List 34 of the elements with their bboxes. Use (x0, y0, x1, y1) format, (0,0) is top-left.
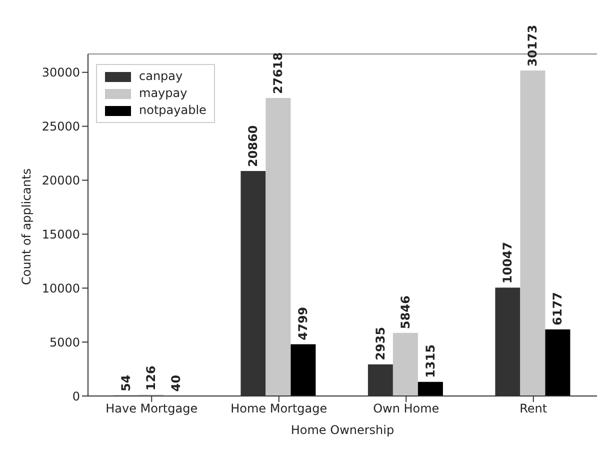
data-label: 27618 (271, 52, 286, 94)
y-tick-label: 20000 (42, 173, 80, 188)
data-label: 126 (144, 366, 158, 391)
data-label: 6177 (550, 292, 565, 326)
data-label: 40 (168, 374, 183, 392)
bar (545, 329, 570, 396)
x-tick-label: Own Home (373, 402, 440, 416)
bar (266, 98, 291, 396)
legend-label: maypay (139, 85, 188, 102)
data-label: 30173 (526, 24, 540, 66)
data-label: 2935 (373, 326, 388, 360)
bar (290, 344, 316, 396)
bar (418, 382, 443, 396)
data-label: 54 (118, 374, 133, 392)
data-label: 5846 (398, 296, 412, 329)
x-tick-label: Rent (520, 402, 548, 416)
y-tick-label: 0 (72, 389, 80, 404)
legend-label: notpayable (139, 102, 206, 119)
y-tick-label: 15000 (42, 227, 80, 242)
x-tick-label: Home Mortgage (230, 402, 328, 416)
data-label: 10047 (500, 242, 515, 284)
data-label: 1315 (423, 344, 438, 378)
legend-label: canpay (139, 68, 183, 85)
y-tick-label: 10000 (42, 281, 80, 296)
bar (392, 332, 418, 396)
y-axis-title: Count of applicants (19, 168, 34, 285)
x-tick-label: Have Mortgage (106, 402, 198, 416)
data-label: 20860 (246, 125, 260, 167)
data-label: 4799 (296, 306, 310, 340)
x-axis-title: Home Ownership (290, 423, 394, 437)
y-tick-label: 30000 (42, 66, 80, 80)
bar (520, 70, 546, 396)
y-tick-label: 5000 (49, 335, 80, 350)
y-tick-label: 25000 (42, 120, 80, 134)
